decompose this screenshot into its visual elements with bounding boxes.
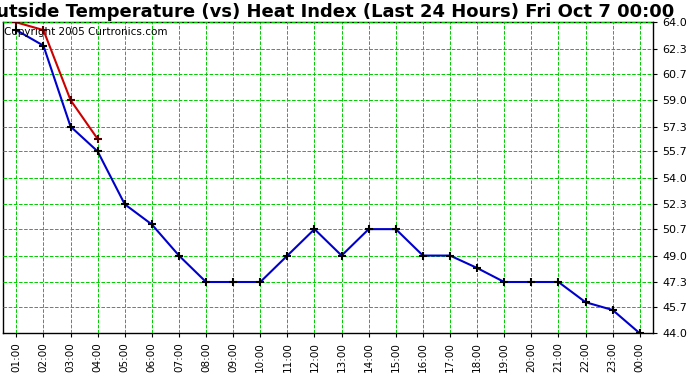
Title: Outside Temperature (vs) Heat Index (Last 24 Hours) Fri Oct 7 00:00: Outside Temperature (vs) Heat Index (Las… <box>0 3 675 21</box>
Text: Copyright 2005 Curtronics.com: Copyright 2005 Curtronics.com <box>4 27 168 37</box>
